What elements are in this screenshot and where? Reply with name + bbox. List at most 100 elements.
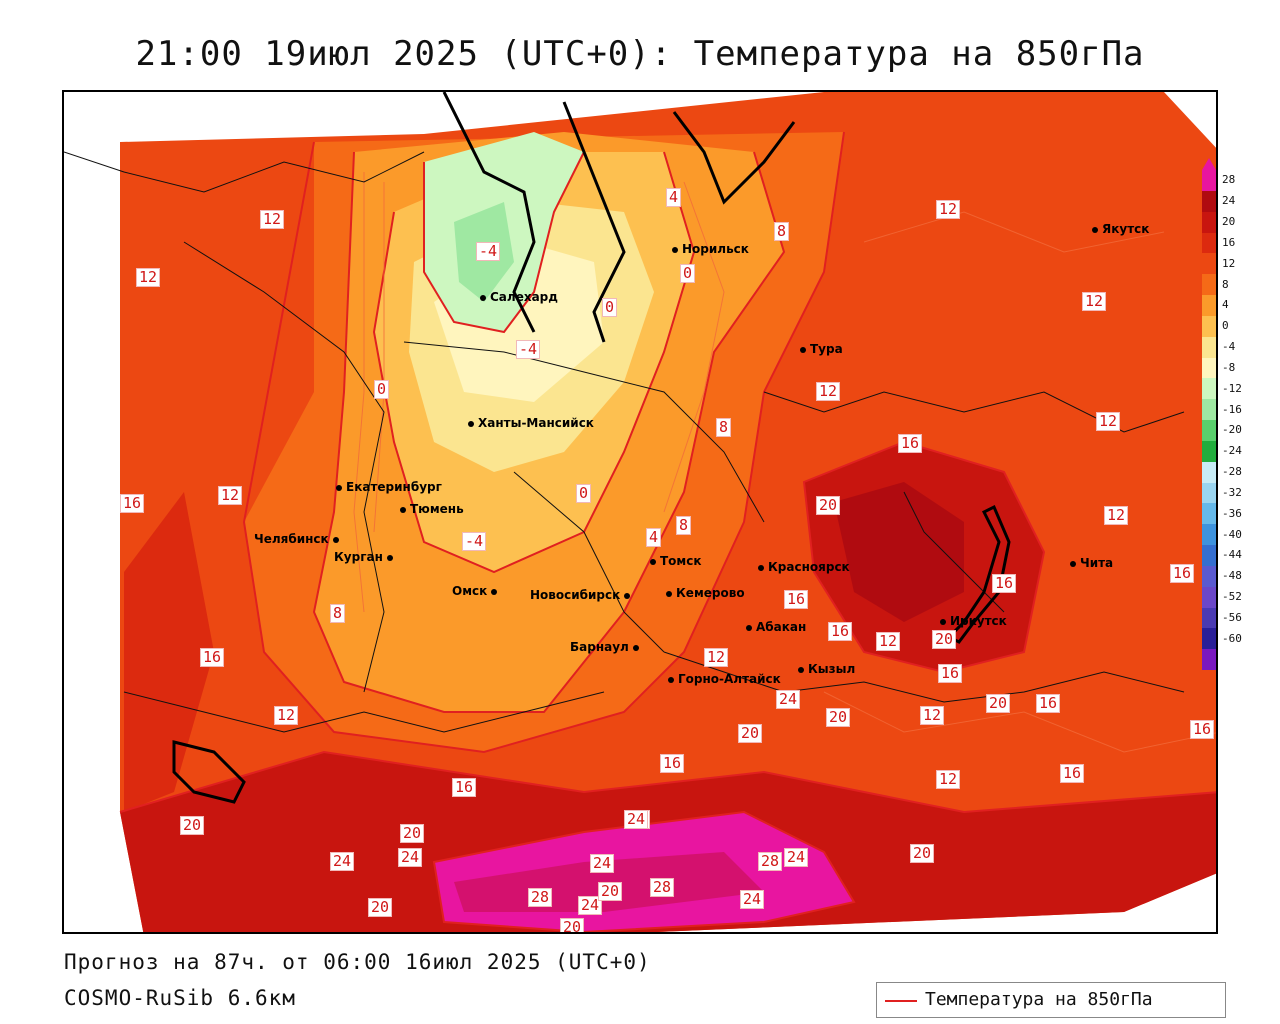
city-dot-icon [624,592,631,599]
city-dot-icon [672,246,678,253]
contour-label: 4 [666,188,682,207]
city-salekhard[interactable]: Салехард [480,290,558,304]
contour-label: 8 [716,418,732,437]
colorbar-tick-label: -20 [1222,423,1242,437]
city-dot-icon [1092,226,1098,233]
city-krasnoyarsk[interactable]: Красноярск [758,560,850,574]
contour-label: 24 [590,854,615,873]
city-novosibirsk[interactable]: Новосибирск [530,588,634,602]
contour-label: 16 [992,574,1017,593]
city-gorno-altaysk[interactable]: Горно-Алтайск [668,672,781,686]
contour-label: 24 [330,852,355,871]
contour-label: 16 [938,664,963,683]
contour-label: 12 [260,210,285,229]
city-barnaul[interactable]: Барнаул [570,640,643,654]
city-tyumen[interactable]: Тюмень [400,502,464,516]
city-dot-icon [480,294,486,301]
contour-label: 12 [274,706,299,725]
city-dot-icon [332,536,339,543]
colorbar-tick-label: 24 [1222,194,1236,208]
city-dot-icon [800,346,806,353]
contour-label: 12 [136,268,161,287]
contour-label: 20 [180,816,205,835]
colorbar-tick-label: -16 [1222,402,1242,416]
city-yakutsk[interactable]: Якутск [1092,222,1149,236]
city-dot-icon [1070,560,1076,567]
city-dot-icon [468,420,474,427]
colorbar-segment [1202,461,1216,483]
city-abakan[interactable]: Абакан [746,620,806,634]
colorbar-segment [1202,378,1216,400]
contour-label: 12 [704,648,729,667]
colorbar-tick-label: -28 [1222,465,1242,479]
contour-label: 12 [936,770,961,789]
colorbar-tick-label: -8 [1222,360,1236,374]
colorbar-tick-label: 0 [1222,319,1229,333]
colorbar-tick-label: -24 [1222,444,1242,458]
contour-label: 12 [876,632,901,651]
contour-label: 12 [1082,292,1107,311]
city-dot-icon [336,484,342,491]
city-khanty-mansiysk[interactable]: Ханты-Мансийск [468,416,594,430]
contour-label: 12 [1096,412,1121,431]
city-tura[interactable]: Тура [800,342,843,356]
city-tomsk[interactable]: Томск [650,554,702,568]
colorbar-tick-label: 20 [1222,215,1236,229]
contour-label: 16 [1190,720,1215,739]
contour-label: 8 [676,516,692,535]
colorbar-segment [1202,482,1216,504]
colorbar-tick-label: -12 [1222,381,1242,395]
contour-label: 20 [816,496,841,515]
contour-label: 16 [784,590,809,609]
contour-label: -4 [476,242,501,261]
city-dot-icon [650,558,656,565]
city-kyzyl[interactable]: Кызыл [798,662,855,676]
colorbar-segment [1202,440,1216,462]
city-norilsk[interactable]: Норильск [672,242,749,256]
contour-label: 16 [200,648,225,667]
colorbar-segment [1202,628,1216,650]
temperature-field [64,92,1216,932]
colorbar-segment [1202,545,1216,566]
colorbar-segment [1202,211,1216,233]
city-ekaterinburg[interactable]: Екатеринбург [336,480,442,494]
city-dot-icon [758,564,764,571]
colorbar-tick-label: 12 [1222,256,1236,270]
contour-label: 0 [680,264,696,283]
colorbar-tick-label: 28 [1222,173,1236,187]
colorbar-tick-label: 8 [1222,277,1229,291]
contour-label: 20 [986,694,1011,713]
contour-label: 0 [602,298,618,317]
city-chelyabinsk[interactable]: Челябинск [254,532,343,546]
contour-label: 12 [1104,506,1129,525]
colorbar-tick-label: -48 [1222,569,1242,583]
city-kemerovo[interactable]: Кемерово [666,586,745,600]
colorbar-tick-label: 4 [1222,298,1229,312]
contour-label: 16 [898,434,923,453]
colorbar-tick-label: 16 [1222,235,1236,249]
colorbar-segment [1202,295,1216,316]
city-irkutsk[interactable]: Иркутск [940,614,1007,628]
colorbar-tick-label: -52 [1222,590,1242,604]
contour-label: 0 [374,380,390,399]
contour-label: 24 [740,890,765,909]
city-omsk[interactable]: Омск [452,584,501,598]
contour-label: 16 [660,754,685,773]
city-chita[interactable]: Чита [1070,556,1113,570]
contour-label: -4 [516,340,541,359]
chart-title: 21:00 19июл 2025 (UTC+0): Температура на… [135,34,1145,74]
legend-label: Температура на 850гПа [925,989,1153,1010]
colorbar-segment [1202,586,1216,608]
contour-label: -4 [462,532,487,551]
contour-label: 16 [1170,564,1195,583]
contour-label: 20 [910,844,935,863]
temperature-map[interactable]: Якутск Норильск Салехард Тура Ханты-Манс… [62,90,1218,934]
model-name: COSMO-RuSib 6.6км [64,986,296,1010]
colorbar-segment [1202,190,1216,212]
city-kurgan[interactable]: Курган [334,550,397,564]
city-dot-icon [798,666,804,673]
colorbar-segment [1202,565,1216,587]
contour-label: 8 [774,222,790,241]
contour-label: 28 [650,878,675,897]
contour-label: 20 [738,724,763,743]
